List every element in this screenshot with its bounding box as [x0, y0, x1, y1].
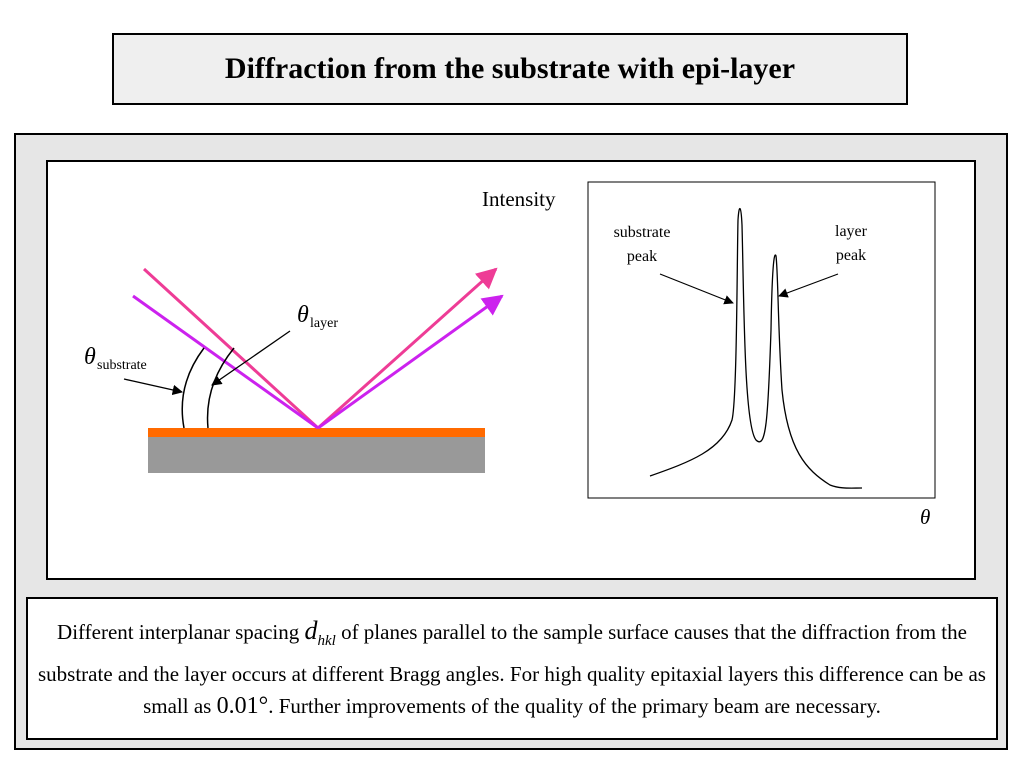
epi-layer — [148, 428, 485, 437]
theta-substrate-subscript: substrate — [97, 358, 147, 373]
theta-layer-leader — [211, 330, 291, 386]
theta-layer-subscript: layer — [310, 316, 338, 331]
hkl-subscript: hkl — [317, 633, 336, 650]
description-part-1: Different interplanar spacing — [57, 620, 305, 645]
slide-title: Diffraction from the substrate with epi-… — [112, 33, 908, 105]
theta-layer-arc — [206, 347, 235, 429]
diffracted-beam-substrate — [317, 294, 504, 430]
theta-substrate-arc — [181, 347, 205, 429]
substrate-peak-pointer — [659, 273, 734, 305]
description-text: Different interplanar spacing dhkl of pl… — [36, 615, 988, 721]
theta-substrate-symbol: θ — [84, 344, 96, 370]
d-symbol: d — [304, 616, 318, 646]
intensity-curve — [649, 207, 863, 489]
description-part-3: . Further improvements of the quality of… — [268, 693, 881, 718]
layer-peak-label-1: layer — [835, 223, 868, 240]
incident-beam-substrate — [132, 294, 319, 430]
description-part-2: of planes parallel to the sample surface… — [38, 620, 986, 718]
d-hkl-symbol: dhkl — [304, 616, 335, 649]
angle-difference-value: 0.01° — [216, 692, 269, 719]
layer-peak-pointer — [778, 273, 839, 298]
description-box: Different interplanar spacing dhkl of pl… — [26, 597, 998, 740]
graph-x-label: θ — [920, 505, 930, 529]
incident-beam-layer — [142, 267, 320, 430]
substrate-block — [148, 437, 485, 473]
graph-y-label: Intensity — [482, 187, 556, 211]
diffracted-beam-layer — [317, 267, 498, 430]
intensity-graph-frame — [587, 181, 936, 499]
layer-peak-label-2: peak — [836, 247, 866, 264]
theta-layer-symbol: θ — [297, 302, 309, 328]
substrate-peak-label-2: peak — [627, 248, 657, 265]
theta-substrate-leader — [123, 378, 184, 396]
substrate-peak-label-1: substrate — [614, 224, 671, 241]
